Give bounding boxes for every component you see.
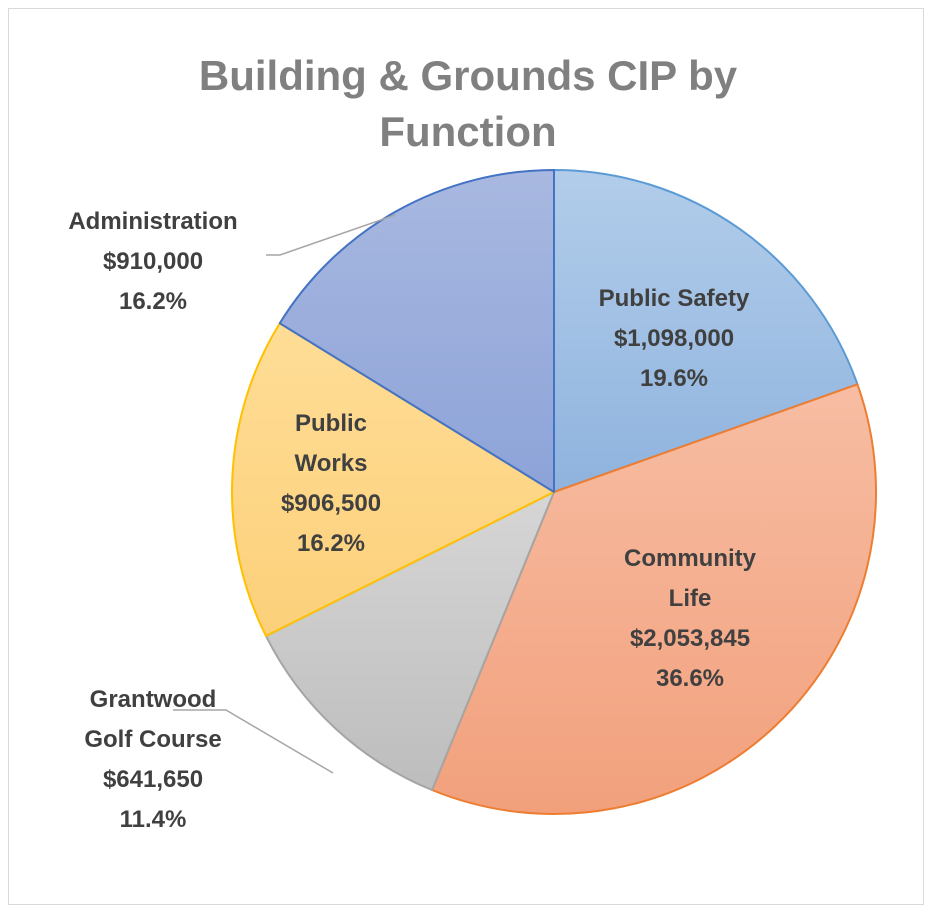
data-label-line: Public Safety <box>599 285 750 312</box>
data-label-line: $906,500 <box>281 490 381 517</box>
leader-line-grantwood-golf-course <box>173 709 334 774</box>
data-label-line: $2,053,845 <box>630 625 750 652</box>
leader-lines <box>173 214 396 774</box>
data-label-public-works: Public Works $906,500 16.2% <box>281 410 381 557</box>
chart-title-line-1: Building & Grounds CIP by <box>198 52 738 99</box>
data-label-line: $641,650 <box>103 766 203 793</box>
data-label-line: Works <box>295 450 368 477</box>
data-label-line: 11.4% <box>120 806 187 833</box>
data-label-line: Public <box>295 410 367 437</box>
pie-slice-public-safety <box>553 169 859 493</box>
data-label-public-safety: Public Safety $1,098,000 19.6% <box>599 285 750 392</box>
data-label-line: 19.6% <box>640 365 708 392</box>
pie-slice-administration <box>278 169 555 493</box>
pie-slice-public-works <box>231 322 555 638</box>
data-label-line: 16.2% <box>297 530 365 557</box>
slice-labels: Public Safety $1,098,000 19.6% Community Lif… <box>68 208 756 833</box>
data-label-line: Administration <box>68 208 237 235</box>
data-label-line: 36.6% <box>656 665 724 692</box>
data-label-line: Golf Course <box>84 726 221 753</box>
pie-slice-community-life <box>431 383 877 815</box>
data-label-line: Community <box>624 545 757 572</box>
data-label-community-life: Community Life $2,053,845 36.6% <box>624 545 757 692</box>
chart-title-line-2: Function <box>379 108 557 155</box>
pie-slice-grantwood-golf-course <box>265 491 555 792</box>
data-label-line: Life <box>669 585 712 612</box>
data-label-administration: Administration $910,000 16.2% <box>68 208 237 315</box>
leader-line-administration <box>266 214 396 256</box>
data-label-grantwood-golf-course: Grantwood Golf Course $641,650 11.4% <box>84 686 221 833</box>
data-label-line: Grantwood <box>90 686 217 713</box>
pie-slices <box>231 169 877 815</box>
data-label-line: 16.2% <box>119 288 187 315</box>
chart-title: Building & Grounds CIP by Function <box>0 48 936 160</box>
data-label-line: $1,098,000 <box>614 325 734 352</box>
data-label-line: $910,000 <box>103 248 203 275</box>
